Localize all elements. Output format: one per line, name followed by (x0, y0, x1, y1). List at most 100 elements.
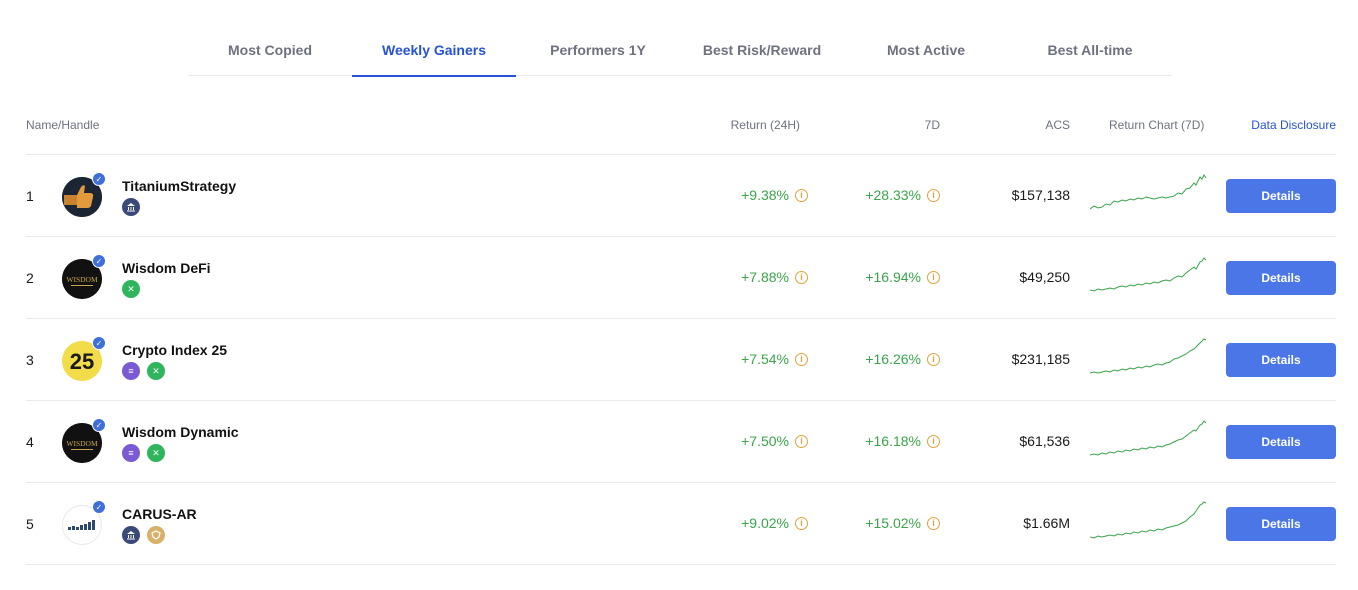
index-25-icon: 25 (62, 341, 102, 381)
gold-shield-icon (147, 526, 165, 544)
column-header-7d: 7D (924, 118, 940, 132)
trader-name[interactable]: Wisdom Dynamic (122, 424, 239, 440)
avatar[interactable]: 25 (62, 341, 102, 381)
acs-value: $61,536 (1019, 433, 1070, 449)
bank-icon (122, 198, 140, 216)
return-sparkline (1090, 174, 1207, 210)
details-button[interactable]: Details (1226, 343, 1336, 377)
return-7d: +15.02% i (865, 515, 940, 531)
return-24h: +7.88% i (741, 269, 808, 285)
info-icon[interactable]: i (927, 434, 940, 448)
wisdom-logo-text: WISDOM (66, 275, 98, 284)
return-7d-value: +28.33% (865, 187, 921, 203)
info-icon[interactable]: i (795, 188, 808, 202)
bank-icon (122, 526, 140, 544)
tab-best-risk-reward[interactable]: Best Risk/Reward (702, 42, 822, 58)
wisdom-logo-text: WISDOM (66, 439, 98, 448)
info-icon[interactable]: i (927, 352, 940, 366)
doc-icon: ≡ (122, 444, 140, 462)
verified-icon: ✓ (92, 172, 106, 186)
tab-weekly-gainers[interactable]: Weekly Gainers (352, 24, 516, 77)
tab-most-active[interactable]: Most Active (886, 42, 966, 58)
rank: 3 (26, 352, 34, 368)
return-24h-value: +7.54% (741, 351, 789, 367)
table-header: Name/Handle Return (24H) 7D ACS Return C… (26, 112, 1336, 138)
bar-chart-icon (68, 520, 95, 530)
return-sparkline (1090, 501, 1207, 539)
badges (122, 526, 165, 544)
badges (122, 198, 140, 216)
acs-value: $1.66M (1023, 515, 1070, 531)
acs-value: $157,138 (1011, 187, 1070, 203)
details-button[interactable]: Details (1226, 179, 1336, 213)
x-icon: ✕ (147, 362, 165, 380)
return-7d: +16.26% i (865, 351, 940, 367)
details-button[interactable]: Details (1226, 425, 1336, 459)
return-7d: +16.94% i (865, 269, 940, 285)
index-25-text: 25 (70, 349, 94, 374)
doc-icon: ≡ (122, 362, 140, 380)
data-disclosure-link[interactable]: Data Disclosure (1251, 118, 1336, 132)
return-7d-value: +16.18% (865, 433, 921, 449)
tab-most-copied[interactable]: Most Copied (228, 42, 312, 58)
return-24h-value: +9.38% (741, 187, 789, 203)
details-button[interactable]: Details (1226, 507, 1336, 541)
info-icon[interactable]: i (795, 516, 808, 530)
trader-name[interactable]: CARUS-AR (122, 506, 197, 522)
info-icon[interactable]: i (795, 270, 808, 284)
trader-name[interactable]: Wisdom DeFi (122, 260, 211, 276)
rank: 4 (26, 434, 34, 450)
return-sparkline (1090, 257, 1207, 292)
column-header-acs: ACS (1045, 118, 1070, 132)
return-7d-value: +16.26% (865, 351, 921, 367)
return-24h-value: +7.88% (741, 269, 789, 285)
table-row: 2 WISDOM ✓ Wisdom DeFi ✕ +7.88% i +16.94%… (26, 237, 1336, 319)
info-icon[interactable]: i (927, 270, 940, 284)
column-header-return-24h: Return (24H) (730, 118, 800, 132)
table-row: 3 25 ✓ Crypto Index 25 ≡ ✕ +7.54% i +16.2… (26, 319, 1336, 401)
return-sparkline (1090, 338, 1207, 374)
tab-best-all-time[interactable]: Best All-time (1047, 42, 1133, 58)
rank: 2 (26, 270, 34, 286)
details-button[interactable]: Details (1226, 261, 1336, 295)
badges: ≡ ✕ (122, 444, 165, 462)
return-sparkline (1090, 420, 1207, 456)
table-row: 5 ✓ CARUS-AR +9.02% i +15.02% i $1.66M (26, 483, 1336, 565)
verified-icon: ✓ (92, 254, 106, 268)
rank: 5 (26, 516, 34, 532)
wisdom-logo-icon: WISDOM (62, 259, 102, 299)
table-row: 1 ✓ TitaniumStrategy +9.38% i +28.33% i $1… (26, 155, 1336, 237)
table-row: 4 WISDOM ✓ Wisdom Dynamic ≡ ✕ +7.50% i +1… (26, 401, 1336, 483)
return-24h: +7.54% i (741, 351, 808, 367)
info-icon[interactable]: i (927, 516, 940, 530)
rank: 1 (26, 188, 34, 204)
acs-value: $49,250 (1019, 269, 1070, 285)
return-24h: +7.50% i (741, 433, 808, 449)
trader-name[interactable]: TitaniumStrategy (122, 178, 237, 194)
column-header-return-chart: Return Chart (7D) (1109, 118, 1205, 132)
info-icon[interactable]: i (795, 352, 808, 366)
badges: ✕ (122, 280, 140, 298)
info-icon[interactable]: i (927, 188, 940, 202)
tab-performers-1y[interactable]: Performers 1Y (550, 42, 646, 58)
return-24h-value: +9.02% (741, 515, 789, 531)
leaderboard-table: 1 ✓ TitaniumStrategy +9.38% i +28.33% i $1… (26, 154, 1336, 565)
column-header-name: Name/Handle (26, 118, 100, 132)
leaderboard-tabs: Most Copied Weekly Gainers Performers 1Y… (188, 24, 1172, 77)
return-7d-value: +15.02% (865, 515, 921, 531)
return-24h: +9.02% i (741, 515, 808, 531)
return-24h-value: +7.50% (741, 433, 789, 449)
return-7d-value: +16.94% (865, 269, 921, 285)
wisdom-logo-icon: WISDOM (62, 423, 102, 463)
x-icon: ✕ (122, 280, 140, 298)
return-7d: +16.18% i (865, 433, 940, 449)
trader-name[interactable]: Crypto Index 25 (122, 342, 228, 358)
return-24h: +9.38% i (741, 187, 808, 203)
return-7d: +28.33% i (865, 187, 940, 203)
badges: ≡ ✕ (122, 362, 165, 380)
info-icon[interactable]: i (795, 434, 808, 448)
acs-value: $231,185 (1011, 351, 1070, 367)
x-icon: ✕ (147, 444, 165, 462)
verified-icon: ✓ (92, 336, 106, 350)
verified-icon: ✓ (92, 500, 106, 514)
